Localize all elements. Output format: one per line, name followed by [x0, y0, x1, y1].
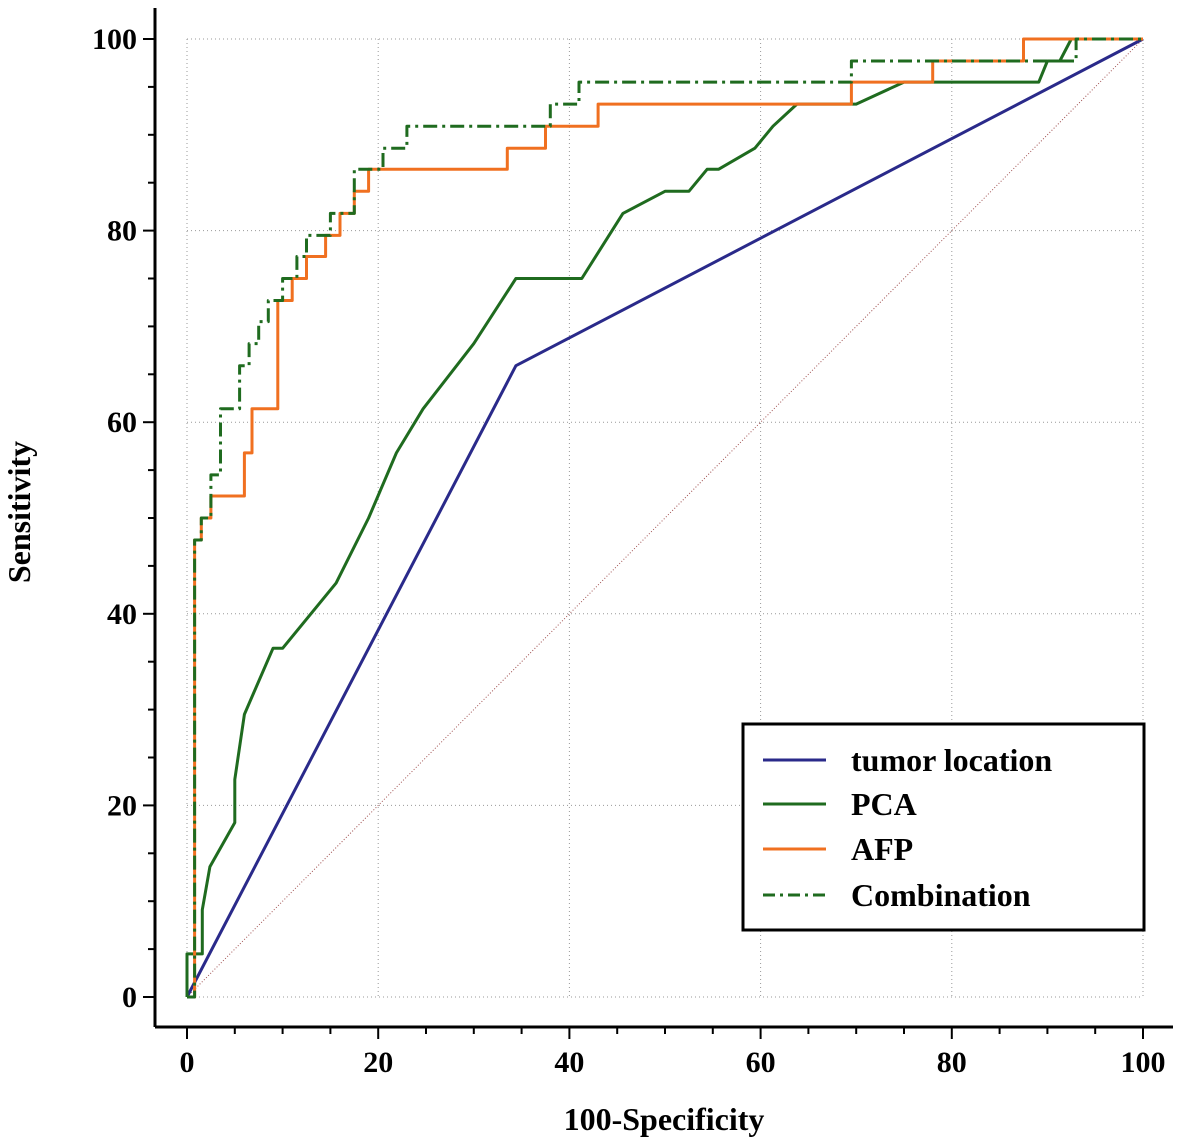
reference-line-layer	[186, 38, 1144, 998]
legend-label-combination: Combination	[851, 877, 1031, 913]
y-tick-label-80: 80	[107, 215, 137, 248]
x-tick-label-80: 80	[937, 1046, 967, 1079]
x-tick-label-100: 100	[1121, 1046, 1166, 1079]
y-axis-title: Sensitivity	[1, 441, 37, 583]
series-layer	[185, 37, 1144, 999]
legend-label-tumor-location: tumor location	[851, 742, 1052, 778]
series-line-combination	[187, 37, 1143, 999]
x-tick-label-20: 20	[363, 1046, 393, 1079]
x-tick-label-40: 40	[554, 1046, 584, 1079]
x-tick-label-60: 60	[746, 1046, 776, 1079]
y-tick-label-20: 20	[107, 789, 137, 822]
legend-box	[741, 722, 1146, 932]
x-tick-label-0: 0	[180, 1046, 195, 1079]
y-tick-label-60: 60	[107, 406, 137, 439]
reference-diagonal-line	[186, 38, 1144, 998]
ticks: 0 20 40 60 80 100 0 20 40 60 80 100	[92, 23, 1166, 1079]
series-line-tumor-location	[185, 37, 1144, 998]
series-line-pca	[185, 37, 1143, 997]
legend: tumor location PCA AFP Combination	[741, 722, 1146, 932]
series-line-afp	[187, 37, 1143, 999]
y-tick-label-0: 0	[122, 981, 137, 1014]
legend-label-afp: AFP	[851, 831, 913, 867]
y-tick-label-40: 40	[107, 598, 137, 631]
x-axis-title: 100-Specificity	[564, 1101, 765, 1137]
y-tick-label-100: 100	[92, 23, 137, 56]
legend-label-pca: PCA	[851, 786, 917, 822]
